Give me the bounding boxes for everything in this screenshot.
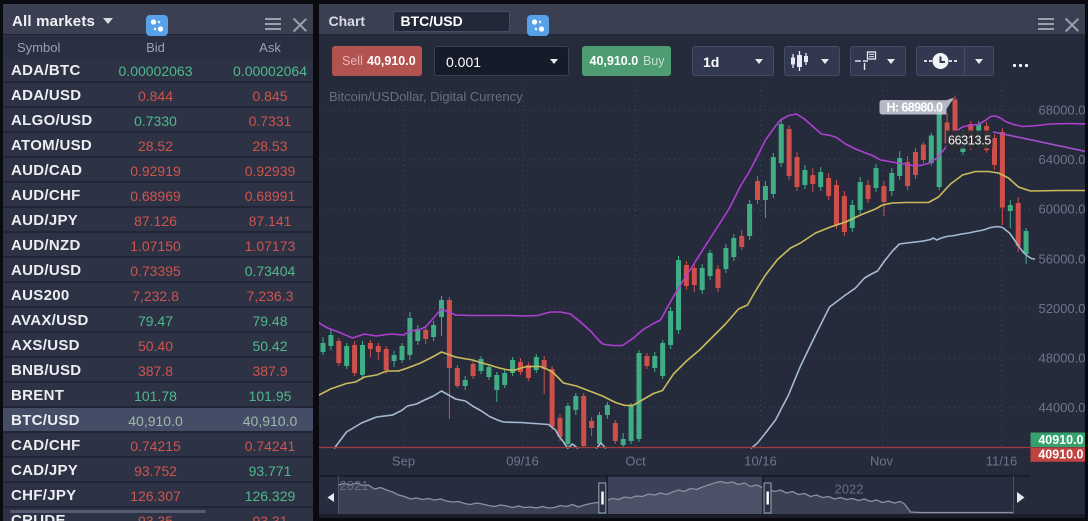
svg-text:10/16: 10/16 (744, 454, 777, 469)
svg-text:Oct: Oct (625, 454, 646, 469)
svg-text:Nov: Nov (869, 454, 893, 469)
svg-text:66313.5: 66313.5 (947, 134, 990, 148)
svg-text:44000.0: 44000.0 (1038, 400, 1085, 415)
svg-text:48000.0: 48000.0 (1038, 351, 1085, 366)
svg-text:2021: 2021 (339, 478, 368, 493)
svg-text:09/16: 09/16 (506, 454, 539, 469)
svg-text:52000.0: 52000.0 (1038, 301, 1085, 316)
svg-text:64000.0: 64000.0 (1038, 152, 1085, 167)
svg-text:40910.0: 40910.0 (1038, 448, 1083, 462)
svg-text:56000.0: 56000.0 (1038, 251, 1085, 266)
svg-text:40910.0: 40910.0 (1038, 433, 1083, 447)
svg-text:11/16: 11/16 (985, 454, 1017, 469)
svg-text:68000.0: 68000.0 (1038, 103, 1085, 118)
svg-text:60000.0: 60000.0 (1038, 202, 1085, 217)
svg-text:Sep: Sep (391, 454, 414, 469)
svg-text:2022: 2022 (834, 482, 863, 497)
svg-text:H: 68980.0: H: 68980.0 (886, 101, 942, 115)
